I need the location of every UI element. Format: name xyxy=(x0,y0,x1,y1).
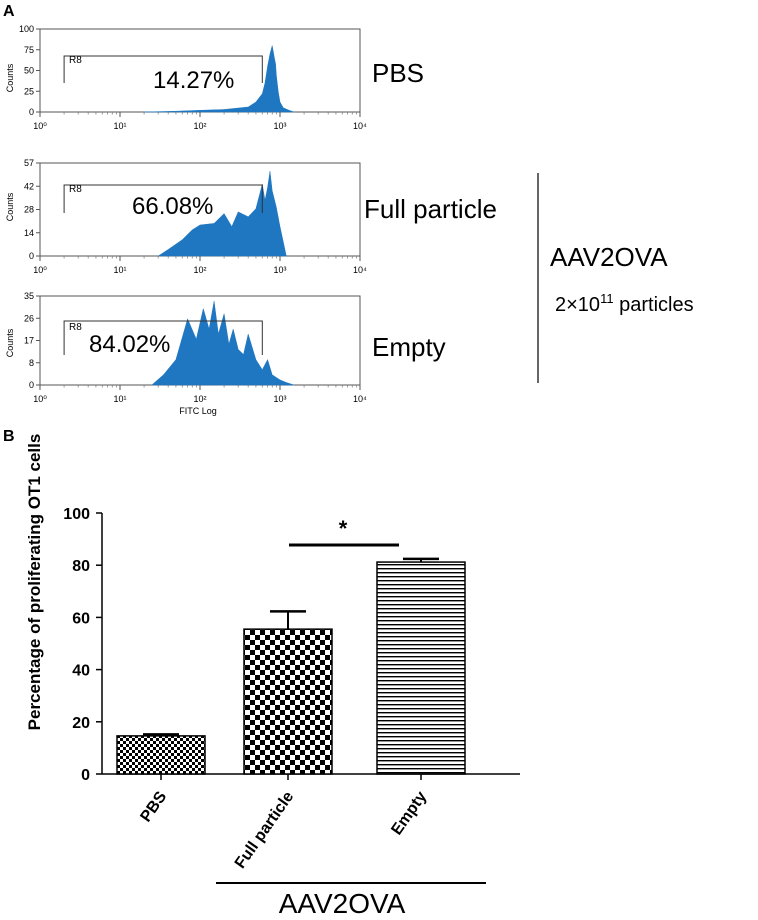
y-tick-label: 26 xyxy=(24,313,34,323)
x-tick-label: 10³ xyxy=(273,265,286,275)
y-tick-label: 42 xyxy=(24,181,34,191)
x-tick-label: 10³ xyxy=(273,394,286,404)
gate-percent: 14.27% xyxy=(153,67,234,94)
x-tick-label: Empty xyxy=(388,788,430,838)
bar-pbs xyxy=(116,735,206,775)
y-tick-label: 80 xyxy=(72,558,90,575)
x-tick-label: 10² xyxy=(193,394,206,404)
x-tick-label: 10⁰ xyxy=(33,265,47,275)
y-axis-label: Percentage of proliferating OT1 cells xyxy=(25,434,44,731)
y-tick-label: 40 xyxy=(72,663,90,680)
y-tick-label: 0 xyxy=(29,380,34,390)
x-tick-label: 10⁰ xyxy=(33,121,47,131)
x-tick-label: 10⁴ xyxy=(353,394,367,404)
bar-full-particle xyxy=(243,628,333,775)
x-tick-label: 10⁴ xyxy=(353,265,367,275)
histogram-area xyxy=(157,171,287,257)
y-tick-label: 100 xyxy=(19,24,34,34)
condition-label: Full particle xyxy=(364,194,497,224)
y-tick-label: 28 xyxy=(24,205,34,215)
x-tick-label: PBS xyxy=(137,788,170,825)
significance-star: * xyxy=(339,516,348,541)
dose-label: 2×1011 particles xyxy=(555,291,694,316)
x-ticks: 10⁰ 10¹ 10² 10³ 10⁴ xyxy=(33,256,367,275)
y-tick-label: 25 xyxy=(24,86,34,96)
x-axis-label: FITC Log xyxy=(179,406,217,416)
y-tick-label: 14 xyxy=(24,228,34,238)
x-tick-label: 10² xyxy=(193,121,206,131)
gate-r8 xyxy=(63,55,263,83)
x-ticks: 10⁰ 10¹ 10² 10³ 10⁴ xyxy=(33,385,367,404)
gate-percent: 66.08% xyxy=(132,193,213,220)
x-tick-label: 10¹ xyxy=(113,265,126,275)
y-tick-label: 50 xyxy=(24,66,34,76)
histogram-area xyxy=(151,301,295,386)
condition-label: Empty xyxy=(372,332,446,362)
y-ticks: 100 75 50 25 0 xyxy=(19,24,40,117)
gate-label: R8 xyxy=(69,322,82,333)
histogram-full-particle: 57 42 28 14 0 Counts 10⁰ 10¹ 10² 10³ 10⁴ R8 66.0… xyxy=(5,158,497,275)
y-tick-label: 17 xyxy=(24,336,34,346)
dose-base: 2×10 xyxy=(555,294,600,316)
condition-label: PBS xyxy=(372,58,424,88)
y-tick-label: 75 xyxy=(24,45,34,55)
panel-a-label: A xyxy=(3,3,15,20)
y-tick-label: 20 xyxy=(72,715,90,732)
x-tick-label: 10³ xyxy=(273,121,286,131)
y-axis-label: Counts xyxy=(5,192,15,221)
y-tick-label: 57 xyxy=(24,158,34,168)
y-tick-label: 0 xyxy=(29,107,34,117)
group-label: AAV2OVA xyxy=(279,888,406,919)
gate-percent: 84.02% xyxy=(89,331,170,358)
gate-r8 xyxy=(63,184,263,213)
x-tick-label: 10¹ xyxy=(113,394,126,404)
dose-exponent: 11 xyxy=(600,291,614,306)
bars xyxy=(116,557,466,780)
x-tick-label: 10⁴ xyxy=(353,121,367,131)
bar-empty xyxy=(376,561,466,775)
x-ticks: 10⁰ 10¹ 10² 10³ 10⁴ xyxy=(33,112,367,131)
y-axis-label: Counts xyxy=(5,63,15,92)
bar-chart: 0 20 40 60 80 100 Percentage of proliferating… xyxy=(25,434,520,919)
y-tick-label: 0 xyxy=(81,767,90,784)
y-ticks: 0 20 40 60 80 100 xyxy=(63,506,102,784)
group-label: AAV2OVA xyxy=(550,242,668,272)
y-ticks: 57 42 28 14 0 xyxy=(24,158,40,261)
y-tick-label: 100 xyxy=(63,506,90,523)
dose-unit: particles xyxy=(614,294,694,316)
x-tick-label: Full particle xyxy=(232,788,297,871)
histogram-pbs: 100 75 50 25 0 Counts 10⁰ 10¹ 10² 10³ 10⁴ R8 14.… xyxy=(5,24,424,131)
y-tick-label: 60 xyxy=(72,610,90,627)
y-ticks: 35 26 17 8 0 xyxy=(24,291,40,390)
y-axis-label: Counts xyxy=(5,328,15,357)
y-tick-label: 8 xyxy=(29,358,34,368)
y-tick-label: 0 xyxy=(29,251,34,261)
x-tick-label: 10¹ xyxy=(113,121,126,131)
histogram-empty: 35 26 17 8 0 Counts 10⁰ 10¹ 10² 10³ 10⁴ R8 84.02… xyxy=(5,291,446,416)
gate-label: R8 xyxy=(69,55,82,66)
panel-b-label: B xyxy=(3,428,15,445)
x-tick-label: 10² xyxy=(193,265,206,275)
x-tick-labels: PBS Full particle Empty xyxy=(137,788,430,872)
histogram-area xyxy=(144,45,295,113)
x-tick-label: 10⁰ xyxy=(33,394,47,404)
y-tick-label: 35 xyxy=(24,291,34,301)
gate-label: R8 xyxy=(69,184,82,195)
gate-r8 xyxy=(63,320,263,355)
